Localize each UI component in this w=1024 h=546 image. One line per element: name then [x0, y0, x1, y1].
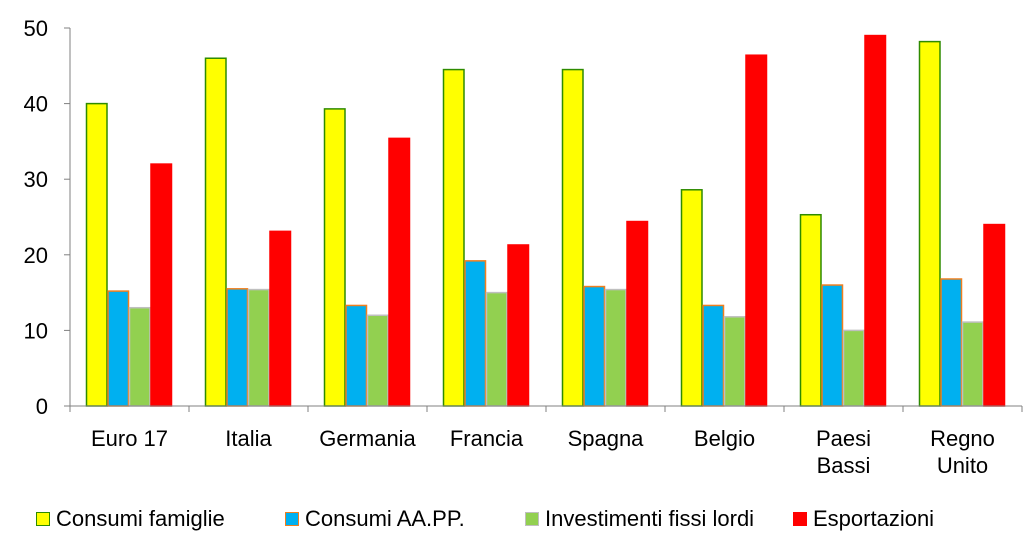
category-label: Euro 17 — [91, 426, 168, 451]
category-label: Paesi — [816, 426, 871, 451]
bar-2-1 — [247, 288, 270, 407]
y-tick-label: 20 — [24, 243, 48, 268]
bar-2-3 — [485, 291, 508, 407]
bar-0-7 — [918, 40, 941, 407]
legend-label: Investimenti fissi lordi — [545, 506, 755, 531]
bar-1-6 — [821, 284, 844, 407]
bar-3-2 — [388, 137, 411, 407]
legend-swatch — [525, 512, 539, 526]
y-tick-label: 50 — [24, 16, 48, 41]
y-tick-label: 30 — [24, 167, 48, 192]
legend-swatch — [285, 512, 299, 526]
bar-0-3 — [442, 68, 465, 407]
category-label: Germania — [319, 426, 416, 451]
bar-1-3 — [464, 260, 487, 407]
legend-label: Consumi AA.PP. — [305, 506, 465, 531]
bar-1-1 — [226, 288, 249, 407]
legend-label: Esportazioni — [813, 506, 935, 531]
y-tick-label: 0 — [36, 394, 48, 419]
bar-3-4 — [626, 220, 649, 407]
legend-swatch — [793, 512, 807, 526]
legend-item: Esportazioni — [793, 503, 934, 535]
bar-3-7 — [983, 223, 1006, 407]
bar-1-2 — [345, 304, 368, 407]
legend: Consumi famiglie Consumi AA.PP. Investimen… — [0, 503, 1024, 535]
bars — [85, 34, 1006, 407]
bar-1-0 — [107, 290, 130, 407]
bar-0-1 — [204, 57, 227, 407]
category-label: Francia — [450, 426, 524, 451]
bar-3-0 — [150, 163, 173, 407]
bar-3-6 — [864, 34, 887, 407]
bar-1-7 — [940, 278, 963, 407]
category-label: Italia — [225, 426, 272, 451]
bar-2-0 — [128, 306, 151, 407]
bar-1-4 — [583, 285, 606, 407]
legend-item: Consumi AA.PP. — [285, 503, 465, 535]
bar-0-0 — [85, 102, 108, 407]
bar-chart: 0 10 20 30 40 50 Euro 17 Italia Germania Francia… — [24, 16, 1023, 478]
category-label: Bassi — [817, 453, 871, 478]
y-axis-ticks: 0 10 20 30 40 50 — [24, 16, 70, 419]
category-label: Spagna — [568, 426, 645, 451]
bar-3-3 — [507, 244, 530, 407]
bar-2-5 — [723, 316, 746, 407]
bar-0-4 — [561, 68, 584, 407]
legend-item: Consumi famiglie — [36, 503, 225, 535]
category-labels: Euro 17 Italia Germania Francia Spagna Belgio… — [91, 426, 995, 478]
bar-0-2 — [323, 108, 346, 407]
y-tick-label: 10 — [24, 318, 48, 343]
y-tick-label: 40 — [24, 92, 48, 117]
x-axis-ticks — [69, 406, 1023, 412]
bar-1-5 — [702, 304, 725, 407]
category-label: Belgio — [694, 426, 755, 451]
category-label: Unito — [937, 453, 988, 478]
bar-3-1 — [269, 230, 292, 407]
bar-2-4 — [604, 288, 627, 407]
legend-label: Consumi famiglie — [56, 506, 225, 531]
category-label: Regno — [930, 426, 995, 451]
bar-3-5 — [745, 54, 768, 407]
legend-item: Investimenti fissi lordi — [525, 503, 754, 535]
bar-2-6 — [842, 329, 865, 407]
legend-swatch — [36, 512, 50, 526]
bar-2-7 — [961, 321, 984, 407]
bar-0-6 — [799, 213, 822, 407]
bar-2-2 — [366, 314, 389, 407]
bar-0-5 — [680, 189, 703, 407]
